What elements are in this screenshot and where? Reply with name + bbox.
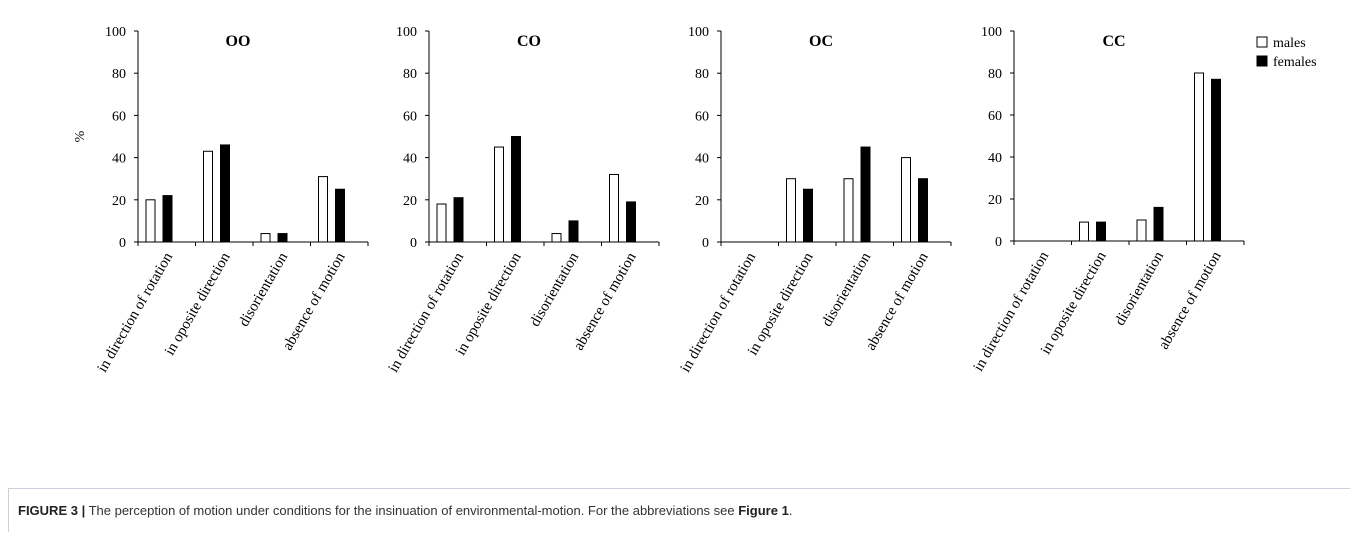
bar-females bbox=[453, 197, 464, 243]
chart-title: CO bbox=[517, 33, 541, 50]
y-tick-label: 40 bbox=[988, 151, 1002, 166]
y-tick-label: 20 bbox=[403, 194, 417, 209]
y-tick-label: 40 bbox=[112, 152, 126, 167]
bar-females bbox=[220, 144, 230, 243]
category-label: absence of motion bbox=[863, 250, 932, 354]
bar-males bbox=[609, 173, 619, 243]
bar-males bbox=[551, 233, 562, 243]
caption-figure-ref: Figure 1 bbox=[738, 503, 789, 518]
y-tick-label: 20 bbox=[112, 194, 126, 209]
y-tick-label: 60 bbox=[695, 109, 709, 124]
category-label: in oposite direction bbox=[162, 250, 234, 359]
bar-females bbox=[918, 178, 928, 243]
legend-swatch-males bbox=[1256, 36, 1268, 48]
legend-label-females: females bbox=[1273, 55, 1317, 70]
legend: males females bbox=[1256, 36, 1317, 70]
bar-females bbox=[860, 146, 871, 243]
y-tick-label: 100 bbox=[688, 25, 709, 40]
y-tick-label: 20 bbox=[695, 194, 709, 209]
category-label: in oposite direction bbox=[745, 250, 817, 359]
y-tick-label: 0 bbox=[995, 235, 1002, 250]
y-tick-label: 100 bbox=[105, 25, 126, 40]
chart-title: OO bbox=[226, 33, 251, 50]
chart-title: CC bbox=[1102, 33, 1125, 50]
category-label: disorientation bbox=[236, 250, 291, 330]
y-tick-label: 40 bbox=[695, 152, 709, 167]
category-label: disorientation bbox=[819, 250, 874, 330]
category-label: in direction of rotation bbox=[678, 250, 760, 376]
bar-males bbox=[901, 157, 911, 243]
caption-end: . bbox=[788, 503, 793, 518]
legend-swatch-females bbox=[1256, 55, 1268, 67]
chart-panel-oo: 0 20 40 60 80 100 OO% in direction of rotationi… bbox=[73, 25, 369, 376]
category-label: disorientation bbox=[1112, 249, 1167, 329]
bar-females bbox=[335, 188, 345, 243]
category-label: in oposite direction bbox=[1038, 249, 1110, 358]
category-label: absence of motion bbox=[280, 250, 349, 354]
bar-males bbox=[786, 178, 796, 243]
caption-text: The perception of motion under condition… bbox=[85, 503, 739, 518]
bar-males bbox=[494, 146, 504, 243]
y-tick-label: 100 bbox=[396, 25, 417, 40]
y-tick-label: 0 bbox=[702, 236, 709, 251]
y-tick-label: 80 bbox=[988, 67, 1002, 82]
category-label: absence of motion bbox=[571, 250, 640, 354]
figure-caption: FIGURE 3 | The perception of motion unde… bbox=[8, 488, 1350, 532]
bar-males bbox=[436, 203, 447, 243]
category-label: absence of motion bbox=[1156, 249, 1225, 353]
y-tick-label: 60 bbox=[403, 109, 417, 124]
bar-females bbox=[626, 201, 636, 243]
y-tick-label: 20 bbox=[988, 193, 1002, 208]
bar-males bbox=[260, 233, 271, 243]
bar-males bbox=[203, 150, 213, 243]
y-tick-label: 60 bbox=[112, 109, 126, 124]
bar-females bbox=[803, 188, 813, 243]
y-axis-label: % bbox=[73, 130, 88, 142]
y-tick-label: 0 bbox=[119, 236, 126, 251]
bar-females bbox=[277, 233, 288, 243]
bar-females bbox=[511, 136, 521, 243]
category-label: in direction of rotation bbox=[971, 249, 1053, 375]
y-tick-label: 80 bbox=[695, 67, 709, 82]
category-label: disorientation bbox=[527, 250, 582, 330]
y-tick-label: 40 bbox=[403, 152, 417, 167]
category-label: in direction of rotation bbox=[386, 250, 468, 376]
chart-panel-oc: 0 20 40 60 80 100 OC in direction of rotationin… bbox=[678, 25, 952, 376]
category-label: in direction of rotation bbox=[95, 250, 177, 376]
chart-panel-cc: 0 20 40 60 80 100 CC in direction of rotationin… bbox=[971, 25, 1317, 374]
caption-label: FIGURE 3 | bbox=[18, 503, 86, 518]
y-tick-label: 60 bbox=[988, 109, 1002, 124]
legend-label-males: males bbox=[1273, 36, 1306, 51]
bar-males bbox=[1194, 72, 1204, 242]
bar-females bbox=[568, 220, 579, 243]
y-tick-label: 100 bbox=[981, 25, 1002, 40]
bar-males bbox=[145, 199, 156, 243]
bar-males bbox=[843, 178, 854, 243]
bar-males bbox=[1079, 221, 1089, 242]
chart-title: OC bbox=[809, 33, 833, 50]
bar-females bbox=[162, 195, 173, 243]
y-tick-label: 80 bbox=[403, 67, 417, 82]
category-label: in oposite direction bbox=[453, 250, 525, 359]
bar-males bbox=[318, 176, 328, 243]
bar-females bbox=[1153, 206, 1164, 242]
y-tick-label: 0 bbox=[410, 236, 417, 251]
chart-panel-co: 0 20 40 60 80 100 CO in direction of rotationin… bbox=[386, 25, 660, 376]
y-tick-label: 80 bbox=[112, 67, 126, 82]
bar-females bbox=[1211, 78, 1221, 242]
bar-males bbox=[1136, 219, 1147, 242]
bar-females bbox=[1096, 221, 1106, 242]
